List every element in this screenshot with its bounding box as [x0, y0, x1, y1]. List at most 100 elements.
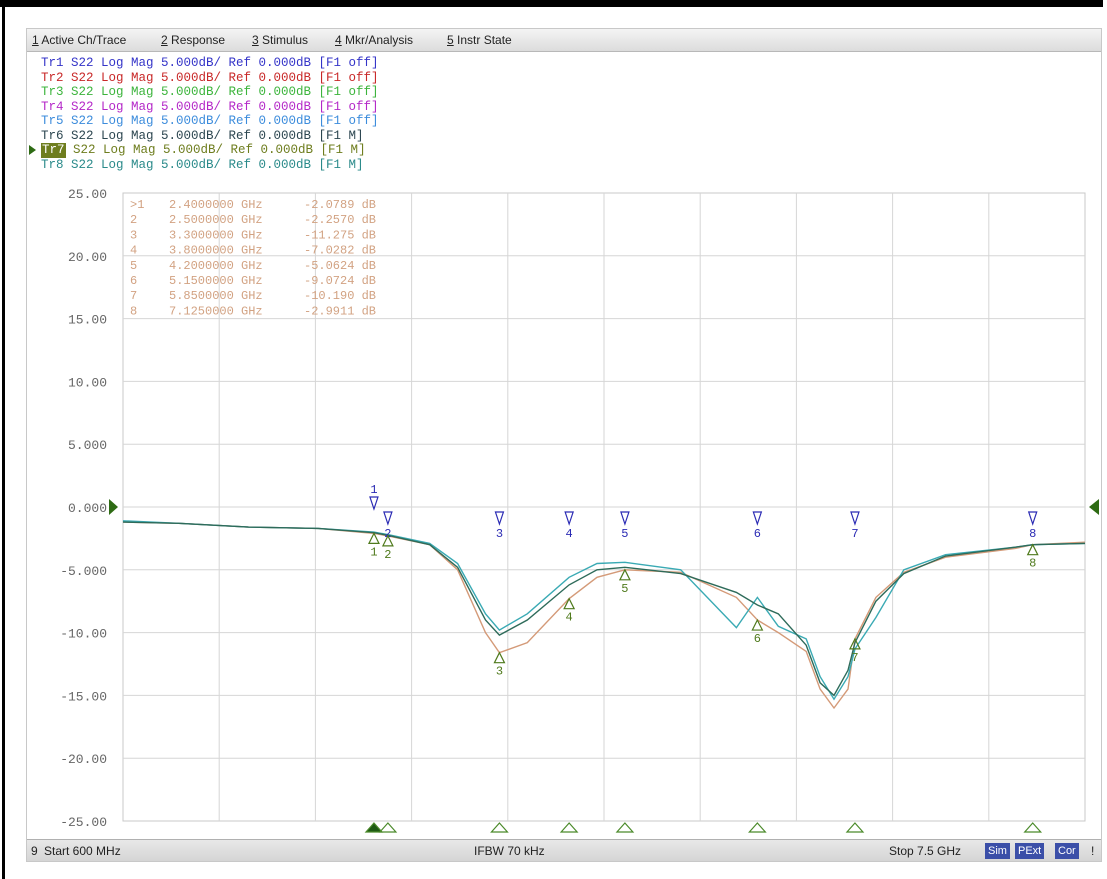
- y-tick-label: 20.00: [68, 250, 107, 265]
- menu-item-accelerator: 2: [161, 33, 168, 47]
- start-frequency[interactable]: Start 600 MHz: [44, 844, 121, 858]
- trace-line-tr7[interactable]: Tr7 S22 Log Mag 5.000dB/ Ref 0.000dB [F1…: [41, 143, 366, 158]
- marker-2-label: 2: [384, 527, 391, 541]
- menu-item-mkr-analysis[interactable]: 4 Mkr/Analysis: [335, 33, 413, 47]
- marker-6-indicator-icon[interactable]: [752, 511, 763, 526]
- reference-level-right-icon[interactable]: [1089, 499, 1099, 515]
- menu-bar: 1 Active Ch/Trace 2 Response 3 Stimulus 4 M…: [27, 29, 1101, 52]
- marker-3-label: 3: [496, 527, 503, 541]
- left-border: [2, 0, 5, 879]
- trace-list: Tr1 S22 Log Mag 5.000dB/ Ref 0.000dB [F1…: [27, 52, 1101, 182]
- trace-curve-3[interactable]: [122, 521, 1086, 697]
- marker-table-value: -5.0624 dB: [304, 259, 376, 273]
- menu-item-label: Stimulus: [258, 33, 309, 47]
- trace-line-tr2[interactable]: Tr2 S22 Log Mag 5.000dB/ Ref 0.000dB [F1…: [41, 70, 379, 85]
- menu-item-label: Response: [167, 33, 226, 47]
- marker-4-trace-label: 4: [566, 611, 573, 625]
- marker-4-stimulus-icon[interactable]: [559, 822, 579, 833]
- marker-table-frequency: 3.3000000 GHz: [169, 228, 263, 242]
- y-tick-label: -25.00: [60, 815, 107, 830]
- marker-table-frequency: 2.5000000 GHz: [169, 213, 263, 227]
- status-alert: !: [1091, 844, 1095, 858]
- marker-table-value: -10.190 dB: [304, 289, 376, 303]
- marker-3-trace-label: 3: [496, 665, 503, 679]
- y-tick-label: -20.00: [60, 752, 107, 767]
- marker-table-frequency: 4.2000000 GHz: [169, 259, 263, 273]
- marker-3-indicator-icon[interactable]: [494, 511, 505, 526]
- ifbw-readout[interactable]: IFBW 70 kHz: [474, 844, 545, 858]
- marker-table-frequency: 3.8000000 GHz: [169, 244, 263, 258]
- marker-table-value: -2.9911 dB: [304, 304, 376, 318]
- y-tick-label: 10.00: [68, 375, 107, 390]
- y-tick-label: 25.00: [68, 187, 107, 202]
- trace-line-tr1[interactable]: Tr1 S22 Log Mag 5.000dB/ Ref 0.000dB [F1…: [41, 56, 379, 70]
- reference-level-left-icon[interactable]: [109, 499, 118, 515]
- y-tick-label: 0.000: [68, 501, 107, 516]
- marker-table-index: 2: [130, 213, 137, 227]
- y-tick-label: 15.00: [68, 313, 107, 328]
- y-tick-label: -15.00: [60, 689, 107, 704]
- marker-8-label: 8: [1029, 527, 1036, 541]
- marker-8-trace-icon: [1026, 543, 1039, 556]
- marker-3-trace-icon: [493, 651, 506, 664]
- marker-table-index: 4: [130, 244, 137, 258]
- trace-line-tr5[interactable]: Tr5 S22 Log Mag 5.000dB/ Ref 0.000dB [F1…: [41, 114, 379, 128]
- marker-table-index: 5: [130, 259, 137, 273]
- sparameter-plot[interactable]: 25.00 20.00 15.00 10.00 5.000 0.000 -5.000 -10.…: [27, 29, 1101, 839]
- channel-number[interactable]: 9: [31, 844, 38, 858]
- menu-item-stimulus[interactable]: 3 Stimulus: [252, 33, 308, 47]
- menu-item-response[interactable]: 2 Response: [161, 33, 225, 47]
- marker-table-frequency: 7.1250000 GHz: [169, 304, 263, 318]
- marker-table-value: -9.0724 dB: [304, 274, 376, 288]
- marker-1-label: 1: [370, 483, 377, 497]
- marker-6-trace-label: 6: [754, 632, 761, 646]
- marker-4-trace-icon: [563, 597, 576, 610]
- marker-table-frequency: 2.4000000 GHz: [169, 198, 263, 212]
- active-trace-arrow-icon: [29, 145, 36, 155]
- marker-5-stimulus-icon[interactable]: [615, 822, 635, 833]
- menu-item-accelerator: 1: [32, 33, 39, 47]
- trace-line-text: S22 Log Mag 5.000dB/ Ref 0.000dB [F1 M]: [65, 143, 366, 157]
- marker-2-trace-label: 2: [384, 548, 391, 562]
- marker-2-stimulus-icon[interactable]: [378, 822, 398, 833]
- marker-6-trace-icon: [751, 618, 764, 631]
- marker-table-value: -7.0282 dB: [304, 244, 376, 258]
- marker-5-indicator-icon[interactable]: [620, 511, 630, 526]
- marker-4-label: 4: [566, 527, 573, 541]
- active-trace-tag: Tr7: [41, 143, 66, 158]
- marker-table-value: -11.275 dB: [304, 228, 376, 242]
- menu-item-label: Active Ch/Trace: [38, 33, 127, 47]
- top-border: [0, 0, 1103, 7]
- marker-2-indicator-icon[interactable]: [383, 511, 393, 526]
- marker-7-indicator-icon[interactable]: [850, 511, 860, 526]
- marker-7-trace-label: 7: [851, 651, 858, 665]
- marker-5-trace-label: 5: [621, 582, 628, 596]
- y-tick-label: -10.00: [60, 627, 107, 642]
- trace-line-tr4[interactable]: Tr4 S22 Log Mag 5.000dB/ Ref 0.000dB [F1…: [41, 99, 379, 114]
- trace-line-tr6[interactable]: Tr6 S22 Log Mag 5.000dB/ Ref 0.000dB [F1…: [41, 128, 364, 143]
- marker-7-stimulus-icon[interactable]: [845, 822, 865, 833]
- marker-table-index: 8: [130, 304, 137, 318]
- marker-3-stimulus-icon[interactable]: [490, 822, 509, 833]
- marker-4-indicator-icon[interactable]: [564, 511, 574, 526]
- menu-item-active-ch-trace[interactable]: 1 Active Ch/Trace: [32, 33, 126, 47]
- marker-1-indicator-icon[interactable]: [369, 496, 379, 511]
- marker-6-stimulus-icon[interactable]: [748, 822, 767, 833]
- sim-badge: Sim: [985, 843, 1010, 859]
- menu-item-label: Instr State: [453, 33, 512, 47]
- menu-item-accelerator: 3: [252, 33, 259, 47]
- marker-8-stimulus-icon[interactable]: [1023, 822, 1043, 833]
- y-tick-label: -5.000: [60, 564, 107, 579]
- marker-table-frequency: 5.1500000 GHz: [169, 274, 263, 288]
- trace-line-tr3[interactable]: Tr3 S22 Log Mag 5.000dB/ Ref 0.000dB [F1…: [41, 85, 379, 99]
- marker-1-stimulus-icon[interactable]: [364, 822, 384, 833]
- trace-line-tr8[interactable]: Tr8 S22 Log Mag 5.000dB/ Ref 0.000dB [F1…: [41, 157, 364, 172]
- marker-7-trace-icon: [848, 637, 861, 650]
- y-tick-label: 5.000: [68, 438, 107, 453]
- marker-8-indicator-icon[interactable]: [1027, 511, 1038, 526]
- stop-frequency[interactable]: Stop 7.5 GHz: [889, 844, 962, 858]
- marker-table-frequency: 5.8500000 GHz: [169, 289, 263, 303]
- marker-table-index: 6: [130, 274, 137, 288]
- menu-item-instr-state[interactable]: 5 Instr State: [447, 33, 512, 47]
- marker-table-index: 7: [130, 289, 137, 303]
